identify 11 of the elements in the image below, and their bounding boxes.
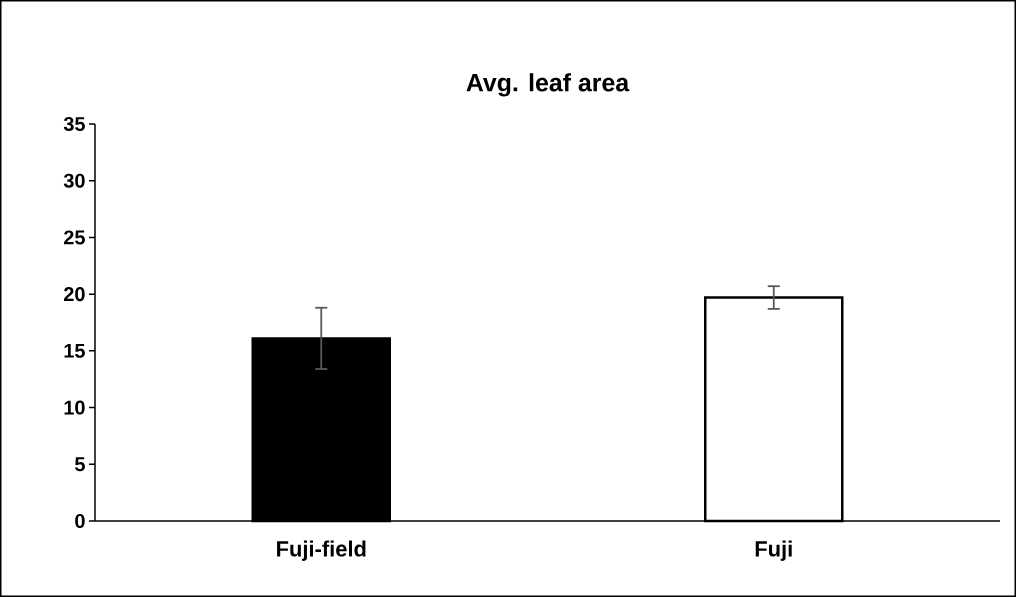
chart-title: Avg. leaf area	[466, 73, 630, 97]
y-tick-label: 20	[64, 287, 85, 302]
y-tick-label: 15	[64, 343, 85, 358]
x-tick-label: Fuji	[755, 540, 792, 561]
y-tick-label: 25	[64, 230, 85, 245]
y-tick-label: 10	[64, 400, 85, 415]
y-tick-label: 35	[63, 116, 85, 132]
x-tick-label: Fuji-field	[277, 540, 366, 561]
y-tick-label: 0	[75, 513, 85, 529]
y-tick-label: 5	[75, 457, 85, 472]
y-tick-label: 30	[63, 173, 85, 188]
